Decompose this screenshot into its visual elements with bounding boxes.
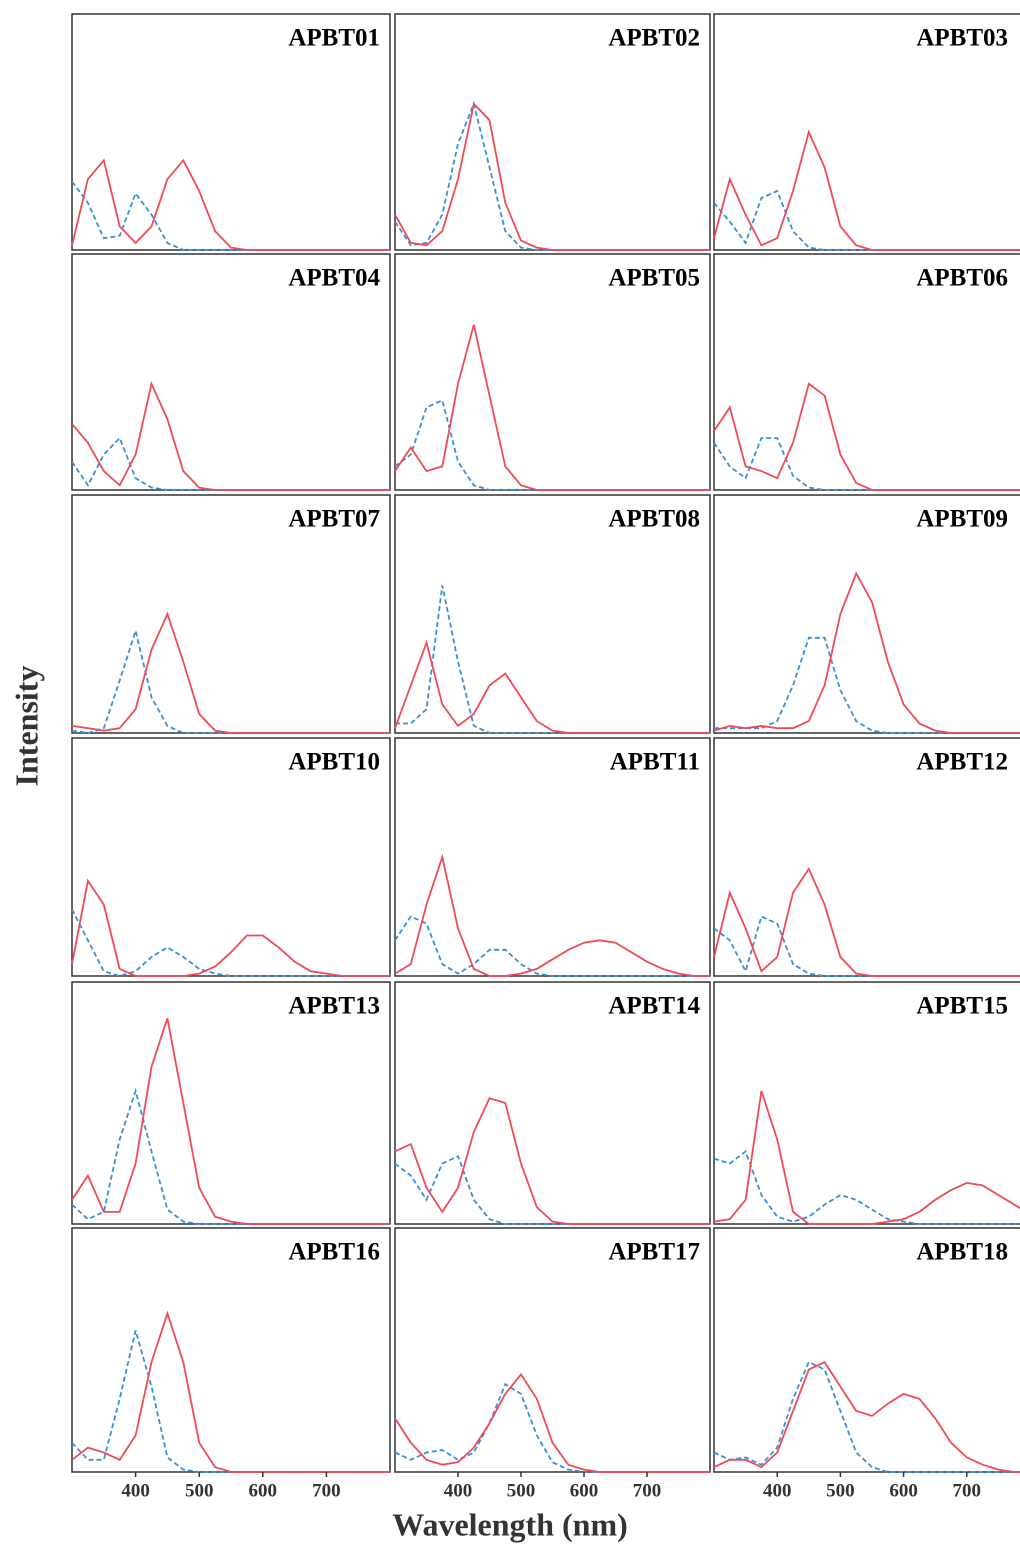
x-tick-label: 700 <box>953 1480 982 1501</box>
panel-title: APBT11 <box>610 749 700 776</box>
x-tick-label: 600 <box>570 1480 599 1501</box>
spectrum-line <box>72 1313 390 1472</box>
spectrum-line <box>714 1362 1020 1472</box>
spectrum-line <box>395 917 710 977</box>
panel-title: APBT07 <box>288 506 380 533</box>
spectrum-line <box>714 1151 1020 1224</box>
x-tick-label: 600 <box>249 1480 278 1501</box>
x-tick-label: 700 <box>312 1480 341 1501</box>
spectrum-line <box>72 881 390 976</box>
x-tick-label: 400 <box>763 1480 792 1501</box>
x-tick-label: 500 <box>826 1480 855 1501</box>
panel-title: APBT12 <box>916 749 1008 776</box>
x-tick-label: 400 <box>121 1480 150 1501</box>
panel-title: APBT10 <box>288 749 380 776</box>
spectrum-line <box>395 1156 710 1224</box>
spectrum-line <box>395 1374 710 1472</box>
panel-title: APBT15 <box>916 993 1008 1020</box>
panel-title: APBT13 <box>288 993 380 1020</box>
x-tick-label: 600 <box>889 1480 918 1501</box>
panel-title: APBT05 <box>608 265 700 292</box>
spectrum-line <box>72 631 390 733</box>
x-axis-label: Wavelength (nm) <box>392 1506 628 1542</box>
spectrum-line <box>714 574 1020 734</box>
spectrum-line <box>395 1098 710 1224</box>
panel-title: APBT02 <box>608 25 700 52</box>
x-tick-label: 400 <box>444 1480 473 1501</box>
spectrum-line <box>72 1091 390 1224</box>
panel-title: APBT03 <box>916 25 1008 52</box>
x-tick-label: 500 <box>507 1480 536 1501</box>
panel-title: APBT16 <box>288 1239 380 1266</box>
spectrum-line <box>714 638 1020 733</box>
spectrum-line <box>714 1362 1020 1472</box>
spectrum-line <box>72 614 390 733</box>
spectrum-line <box>72 1331 390 1473</box>
spectrum-line <box>395 325 710 490</box>
spectrum-line <box>395 400 710 490</box>
panel-title: APBT06 <box>916 265 1008 292</box>
spectrum-line <box>395 857 710 976</box>
spectrum-line <box>395 104 710 250</box>
x-tick-label: 500 <box>185 1480 214 1501</box>
panel-title: APBT04 <box>288 265 380 292</box>
spectrum-line <box>72 438 390 490</box>
spectrum-line <box>72 384 390 490</box>
panel-title: APBT18 <box>916 1239 1008 1266</box>
spectrum-line <box>714 384 1020 490</box>
spectrum-line <box>395 643 710 733</box>
spectrum-line <box>395 585 710 733</box>
y-axis-label: Intensity <box>8 666 44 787</box>
panel-title: APBT09 <box>916 506 1008 533</box>
figure: Wavelength (nm) Intensity APBT01 APBT02 AP… <box>0 0 1020 1546</box>
spectrum-line <box>72 182 390 250</box>
panel-title: APBT14 <box>608 993 700 1020</box>
panel-title: APBT01 <box>288 25 380 52</box>
panel-title: APBT08 <box>608 506 700 533</box>
spectrum-line <box>395 1384 710 1472</box>
panel-title: APBT17 <box>608 1239 700 1266</box>
spectrum-line <box>72 1018 390 1224</box>
spectrum-line <box>714 132 1020 250</box>
spectrum-line <box>714 438 1020 490</box>
spectrum-line <box>395 104 710 250</box>
spectrum-line <box>714 1091 1020 1224</box>
x-tick-label: 700 <box>633 1480 662 1501</box>
